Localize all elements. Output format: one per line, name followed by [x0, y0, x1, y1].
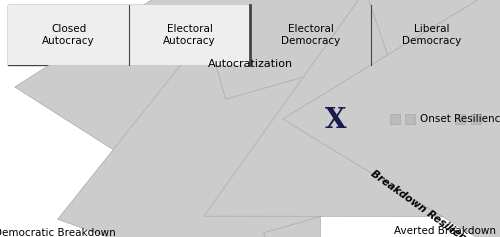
Text: Averted Breakdown: Averted Breakdown [394, 226, 496, 236]
Bar [471, 114, 481, 124]
Text: Electoral
Autocracy: Electoral Autocracy [163, 24, 216, 46]
Text: Closed
Autocracy: Closed Autocracy [42, 24, 95, 46]
Text: X: X [325, 106, 347, 133]
Bar [8, 5, 250, 65]
Bar [455, 114, 465, 124]
Text: Liberal
Democracy: Liberal Democracy [402, 24, 461, 46]
Bar [8, 5, 492, 65]
Text: Electoral
Democracy: Electoral Democracy [281, 24, 340, 46]
Text: Autocratization: Autocratization [208, 59, 292, 69]
Text: Breakdown Resilience: Breakdown Resilience [369, 168, 479, 237]
Text: Democratic Breakdown: Democratic Breakdown [0, 228, 116, 237]
Bar [390, 114, 400, 124]
Text: Onset Resilience: Onset Resilience [420, 114, 500, 124]
Bar [336, 136, 490, 156]
Bar [405, 114, 415, 124]
